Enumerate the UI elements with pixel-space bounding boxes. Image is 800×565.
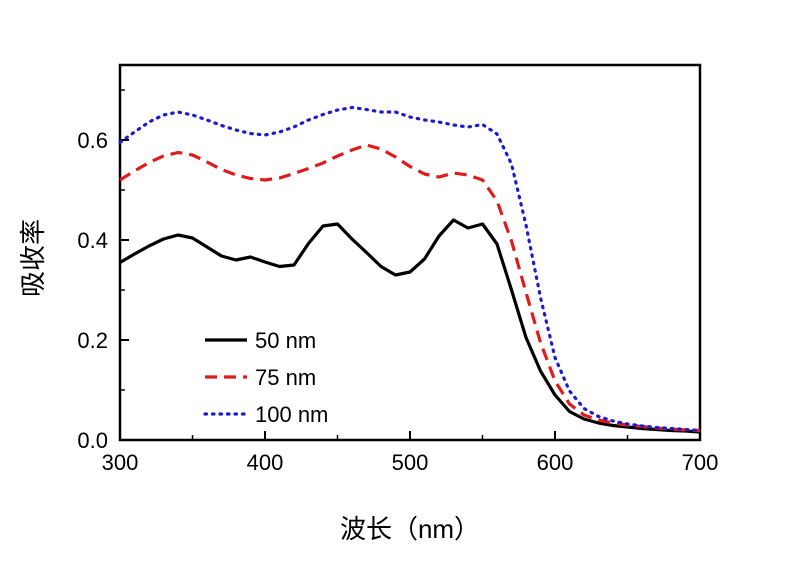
x-tick-label: 700 <box>682 450 719 475</box>
series-line-75nm <box>119 143 701 433</box>
x-axis-label: 波长（nm） <box>340 514 480 544</box>
legend-label: 100 nm <box>255 402 328 427</box>
series-line-50nm <box>119 218 701 434</box>
y-tick-label: 0.2 <box>77 328 108 353</box>
y-axis-ticks: 0.0 0.2 0.4 0.6 <box>77 89 129 453</box>
y-tick-label: 0.6 <box>77 128 108 153</box>
x-tick-label: 500 <box>392 450 429 475</box>
legend: 50 nm 75 nm 100 nm <box>203 328 328 427</box>
y-tick-label: 0.4 <box>77 228 108 253</box>
x-tick-label: 300 <box>102 450 139 475</box>
y-axis-label: 吸收率 <box>18 219 48 297</box>
y-tick-label: 0.0 <box>77 428 108 453</box>
x-axis-ticks: 300 400 500 600 700 <box>102 431 719 475</box>
legend-label: 75 nm <box>255 365 316 390</box>
series-line-100nm <box>118 105 702 433</box>
x-tick-label: 400 <box>247 450 284 475</box>
legend-label: 50 nm <box>255 328 316 353</box>
x-tick-label: 600 <box>537 450 574 475</box>
plot-area: 300 400 500 600 700 0.0 0.2 0.4 0.6 50 nm 75 nm 100… <box>77 63 719 475</box>
